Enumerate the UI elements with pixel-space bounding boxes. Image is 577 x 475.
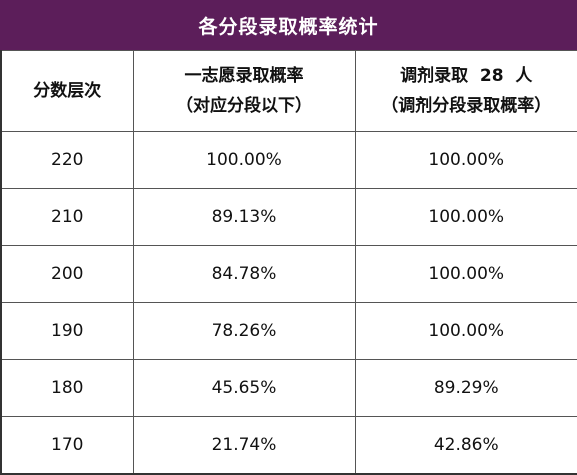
header-row: 分数层次 一志愿录取概率 （对应分段以下） 调剂录取 28 人 （调剂分段录取概… <box>1 51 577 132</box>
cell-first-choice: 78.26% <box>133 303 355 360</box>
cell-score: 210 <box>1 189 133 246</box>
header-score-level: 分数层次 <box>1 51 133 132</box>
cell-adjustment: 89.29% <box>355 360 577 417</box>
cell-first-choice: 45.65% <box>133 360 355 417</box>
cell-score: 180 <box>1 360 133 417</box>
cell-adjustment: 100.00% <box>355 246 577 303</box>
cell-adjustment: 100.00% <box>355 303 577 360</box>
table-row: 210 89.13% 100.00% <box>1 189 577 246</box>
table-row: 190 78.26% 100.00% <box>1 303 577 360</box>
table-row: 220 100.00% 100.00% <box>1 132 577 189</box>
header-first-choice-line1: 一志愿录取概率 <box>134 61 355 91</box>
cell-first-choice: 84.78% <box>133 246 355 303</box>
cell-adjustment: 100.00% <box>355 132 577 189</box>
probability-table: 分数层次 一志愿录取概率 （对应分段以下） 调剂录取 28 人 （调剂分段录取概… <box>0 50 577 475</box>
header-adjustment-line1: 调剂录取 28 人 <box>356 61 577 91</box>
cell-score: 170 <box>1 417 133 475</box>
cell-adjustment: 100.00% <box>355 189 577 246</box>
cell-score: 190 <box>1 303 133 360</box>
table-row: 180 45.65% 89.29% <box>1 360 577 417</box>
cell-adjustment: 42.86% <box>355 417 577 475</box>
header-adjustment: 调剂录取 28 人 （调剂分段录取概率） <box>355 51 577 132</box>
header-adjustment-line2: （调剂分段录取概率） <box>356 91 577 121</box>
header-first-choice-line2: （对应分段以下） <box>134 91 355 121</box>
header-first-choice: 一志愿录取概率 （对应分段以下） <box>133 51 355 132</box>
cell-score: 200 <box>1 246 133 303</box>
cell-first-choice: 100.00% <box>133 132 355 189</box>
table-title: 各分段录取概率统计 <box>0 0 577 50</box>
table-row: 170 21.74% 42.86% <box>1 417 577 475</box>
cell-score: 220 <box>1 132 133 189</box>
table-row: 200 84.78% 100.00% <box>1 246 577 303</box>
cell-first-choice: 21.74% <box>133 417 355 475</box>
cell-first-choice: 89.13% <box>133 189 355 246</box>
